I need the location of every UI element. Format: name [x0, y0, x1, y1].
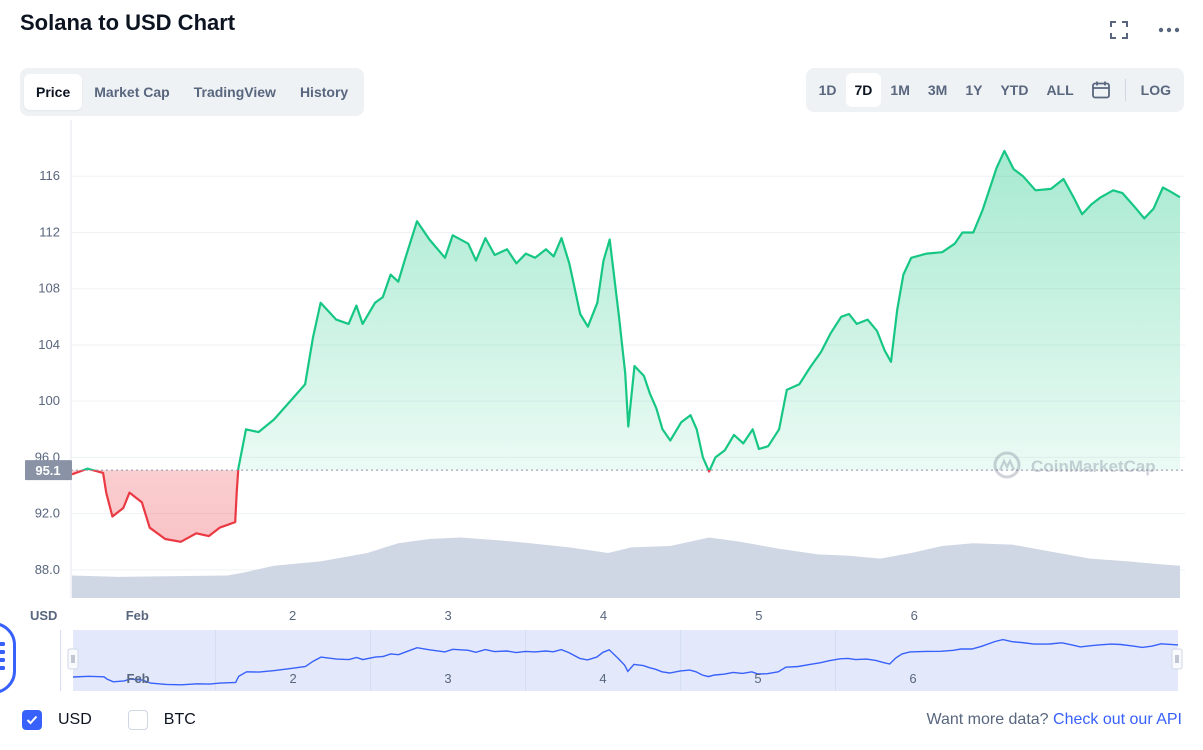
- chart-actions: [1107, 18, 1181, 42]
- list-icon: [0, 642, 5, 670]
- x-axis-labels: 31Feb23456: [126, 608, 918, 623]
- navigator-tick-label: 2: [289, 671, 296, 686]
- price-line-above: [80, 149, 1181, 471]
- current-price-label: 95.1: [35, 463, 60, 478]
- btc-label: BTC: [163, 711, 196, 728]
- navigator-left-handle[interactable]: [67, 648, 79, 670]
- y-tick-label: 100: [38, 393, 60, 408]
- x-tick-label: Feb: [126, 608, 149, 623]
- tab-market-cap[interactable]: Market Cap: [94, 84, 170, 100]
- x-tick-label: 3: [444, 608, 451, 623]
- y-tick-label: 112: [39, 224, 60, 239]
- api-prefix: Want more data?: [926, 711, 1049, 728]
- range-3m[interactable]: 3M: [927, 82, 948, 98]
- navigator-tick-label: 5: [754, 671, 761, 686]
- currency-label: USD: [30, 608, 57, 623]
- volume-area: [72, 537, 1180, 598]
- navigator-line: [72, 638, 1179, 686]
- more-icon[interactable]: [1157, 18, 1181, 42]
- usd-checkbox[interactable]: USD: [22, 710, 92, 730]
- watermark: CoinMarketCap: [993, 451, 1156, 479]
- range-all[interactable]: ALL: [1046, 82, 1074, 98]
- navigator-tick-label: Feb: [127, 671, 150, 686]
- y-tick-label: 88.0: [35, 562, 60, 577]
- x-tick-label: 6: [911, 608, 918, 623]
- page-title: Solana to USD Chart: [20, 10, 236, 35]
- api-link[interactable]: Check out our API: [1053, 711, 1182, 728]
- y-tick-label: 92.0: [35, 506, 60, 521]
- x-tick-label: 5: [755, 608, 762, 623]
- navigator-background: [73, 630, 1178, 691]
- calendar-icon[interactable]: [1083, 73, 1119, 107]
- navigator-right-handle[interactable]: [1171, 648, 1183, 670]
- x-tick-label: 2: [289, 608, 296, 623]
- tab-tradingview[interactable]: TradingView: [193, 84, 276, 100]
- range-1y[interactable]: 1Y: [965, 82, 983, 98]
- navigator-labels: 31Feb23456: [127, 671, 917, 686]
- range-ytd[interactable]: YTD: [1000, 82, 1029, 98]
- range-1d[interactable]: 1D: [818, 82, 837, 98]
- api-promo: Want more data? Check out our API: [926, 711, 1182, 729]
- navigator-tick-label: 4: [599, 671, 606, 686]
- price-fill-above: [83, 150, 1180, 471]
- checkbox-empty-icon[interactable]: [127, 710, 148, 730]
- price-fill-below: [72, 470, 1180, 542]
- fullscreen-icon[interactable]: [1107, 18, 1131, 42]
- y-tick-label: 104: [38, 337, 60, 352]
- y-tick-label: 108: [38, 281, 60, 296]
- tab-history[interactable]: History: [299, 84, 349, 100]
- chart-tabs: Price Market Cap TradingView History: [20, 68, 365, 116]
- range-7d[interactable]: 7D: [845, 73, 882, 107]
- usd-label: USD: [58, 711, 92, 728]
- coinmarketcap-watermark: CoinMarketCap: [1031, 457, 1156, 476]
- navigator-tick-label: 6: [909, 671, 916, 686]
- chart-footer: USD BTC Want more data? Check out our AP…: [22, 706, 1182, 734]
- range-1m[interactable]: 1M: [890, 82, 910, 98]
- btc-checkbox[interactable]: BTC: [127, 710, 196, 730]
- navigator-gridlines: [60, 630, 836, 691]
- range-divider: [1124, 79, 1126, 101]
- current-price-tag: 95.1: [25, 460, 72, 481]
- time-range-selector: 1D 7D 1M 3M 1Y YTD ALL LOG: [805, 68, 1184, 112]
- log-toggle[interactable]: LOG: [1140, 82, 1171, 98]
- tab-price[interactable]: Price: [24, 74, 83, 110]
- x-tick-label: 4: [600, 608, 607, 623]
- navigator-tick-label: 3: [444, 671, 451, 686]
- y-tick-label: 116: [39, 168, 60, 183]
- checkbox-checked-icon[interactable]: [22, 710, 42, 730]
